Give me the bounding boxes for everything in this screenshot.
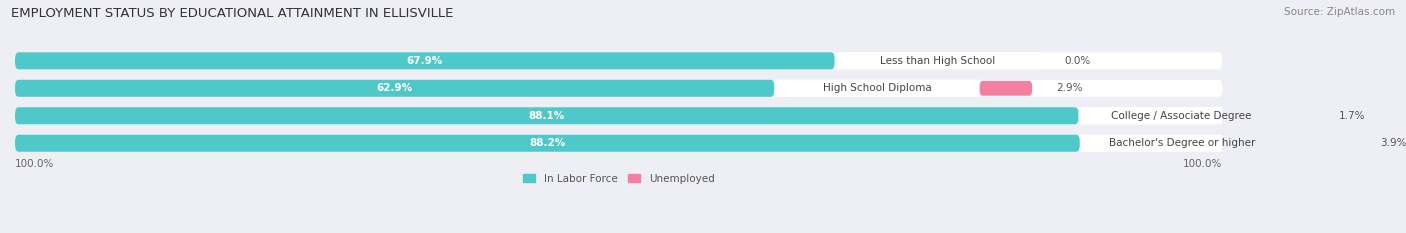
FancyBboxPatch shape (1284, 108, 1315, 123)
FancyBboxPatch shape (980, 81, 1032, 96)
Text: 88.1%: 88.1% (529, 111, 565, 121)
Text: 67.9%: 67.9% (406, 56, 443, 66)
FancyBboxPatch shape (1078, 107, 1284, 124)
Text: High School Diploma: High School Diploma (823, 83, 931, 93)
Text: 2.9%: 2.9% (1056, 83, 1083, 93)
Text: 1.7%: 1.7% (1339, 111, 1365, 121)
FancyBboxPatch shape (15, 135, 1222, 152)
Text: 3.9%: 3.9% (1379, 138, 1406, 148)
Legend: In Labor Force, Unemployed: In Labor Force, Unemployed (523, 174, 714, 184)
Text: 88.2%: 88.2% (529, 138, 565, 148)
FancyBboxPatch shape (15, 52, 1222, 69)
Text: Less than High School: Less than High School (880, 56, 995, 66)
FancyBboxPatch shape (1080, 135, 1285, 152)
Text: 0.0%: 0.0% (1064, 56, 1091, 66)
FancyBboxPatch shape (15, 80, 775, 97)
FancyBboxPatch shape (15, 135, 1080, 152)
Text: EMPLOYMENT STATUS BY EDUCATIONAL ATTAINMENT IN ELLISVILLE: EMPLOYMENT STATUS BY EDUCATIONAL ATTAINM… (11, 7, 454, 20)
Text: 100.0%: 100.0% (1182, 159, 1222, 169)
FancyBboxPatch shape (15, 80, 1222, 97)
Text: College / Associate Degree: College / Associate Degree (1111, 111, 1251, 121)
Text: Bachelor's Degree or higher: Bachelor's Degree or higher (1109, 138, 1256, 148)
FancyBboxPatch shape (1285, 136, 1355, 151)
FancyBboxPatch shape (15, 107, 1078, 124)
FancyBboxPatch shape (15, 52, 835, 69)
Text: Source: ZipAtlas.com: Source: ZipAtlas.com (1284, 7, 1395, 17)
FancyBboxPatch shape (15, 107, 1222, 124)
Text: 62.9%: 62.9% (377, 83, 413, 93)
FancyBboxPatch shape (775, 80, 980, 97)
Text: 100.0%: 100.0% (15, 159, 55, 169)
FancyBboxPatch shape (835, 52, 1040, 69)
